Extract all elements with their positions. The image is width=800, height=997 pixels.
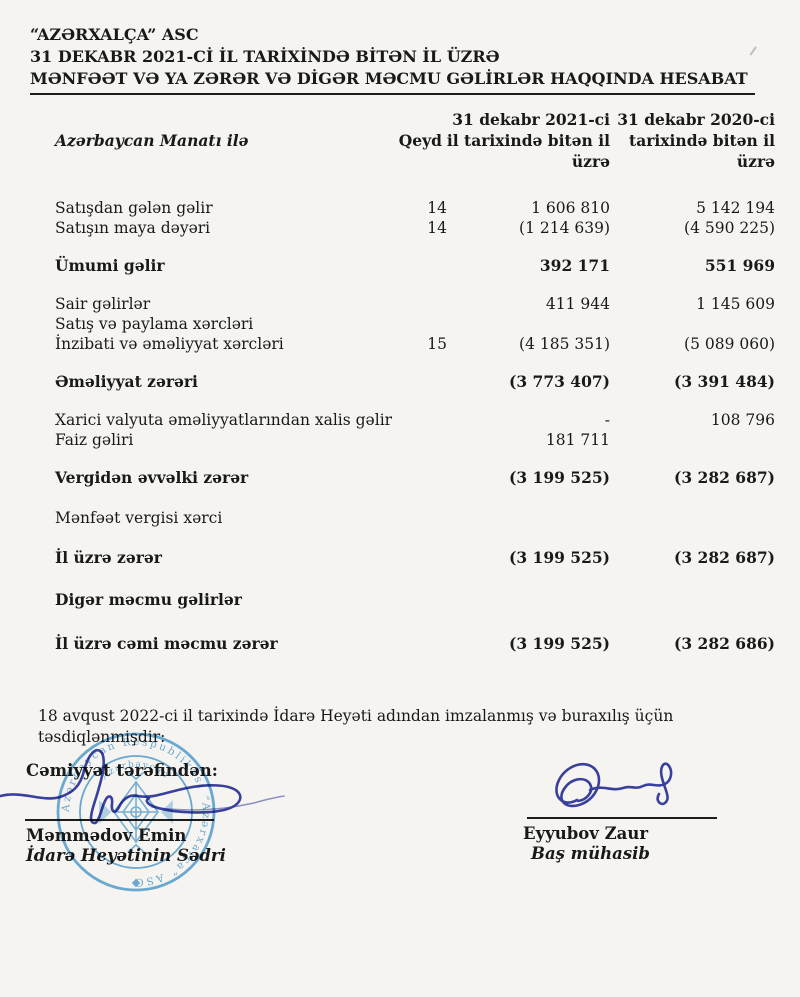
table-row: Satışın maya dəyəri 14 (1 214 639) (4 590 2…	[55, 219, 775, 237]
table-row: Xarici valyuta əməliyyatlarından xalis g…	[55, 411, 775, 429]
column-header-2020: 31 dekabr 2020-ci tarixində bitən il üzr…	[617, 110, 775, 171]
currency-note: Azərbaycan Manatı ilə	[55, 131, 249, 150]
table-row-total: İl üzrə zərər (3 199 525) (3 282 687)	[55, 548, 775, 567]
table-row-subtotal: Ümumi gəlir 392 171 551 969	[55, 256, 775, 275]
signer-title-right: Baş mühasib	[531, 844, 650, 863]
company-name: “AZƏRXALÇA” ASC	[30, 25, 199, 44]
table-row-total: İl üzrə cəmi məcmu zərər (3 199 525) (3 28…	[55, 634, 775, 653]
table-row: Mənfəət vergisi xərci	[55, 509, 223, 527]
table-row-subtotal: Əməliyyat zərəri (3 773 407) (3 391 484)	[55, 372, 775, 391]
signer-name-right: Eyyubov Zaur	[523, 824, 649, 843]
signature-left	[0, 748, 285, 825]
stamp-emblem	[99, 771, 173, 853]
note-column-header: Qeyd	[398, 131, 442, 150]
document-header: “AZƏRXALÇA” ASC 31 DEKABR 2021-Cİ İL TAR…	[0, 0, 800, 95]
column-header-2021: 31 dekabr 2021-ci il tarixində bitən il …	[446, 110, 610, 171]
table-header-row: Azərbaycan Manatı ilə Qeyd 31 dekabr 202…	[55, 109, 775, 172]
table-row: Digər məcmu gəlirlər	[55, 590, 242, 609]
approval-statement: 18 avqust 2022-ci il tarixində İdarə Hey…	[38, 707, 674, 746]
table-row-subtotal: Vergidən əvvəlki zərər (3 199 525) (3 282 …	[55, 468, 775, 487]
table-row: Faiz gəliri 181 711	[55, 431, 610, 449]
period-line: 31 DEKABR 2021-Cİ İL TARİXİNDƏ BİTƏN İL …	[30, 47, 500, 66]
table-row: Satışdan gələn gəlir 14 1 606 810 5 142 194	[55, 199, 775, 217]
company-stamp-seal: Azərbaycan Respublikası “Azərxalça” ASC …	[56, 732, 216, 892]
table-row: İnzibati və əməliyyat xərcləri 15 (4 185 3…	[55, 335, 775, 353]
table-row: Satış və paylama xərcləri	[55, 315, 254, 333]
table-row: Sair gəlirlər 411 944 1 145 609	[55, 295, 775, 313]
signer-name-left: Məmmədov Emin	[26, 826, 187, 845]
signature-right	[555, 762, 673, 808]
income-statement-table: Azərbaycan Manatı ilə Qeyd 31 dekabr 202…	[55, 109, 775, 654]
signature-line-right	[527, 817, 717, 819]
statement-title: MƏNFƏƏT VƏ YA ZƏRƏR VƏ DİGƏR MƏCMU GƏLİR…	[30, 68, 755, 95]
